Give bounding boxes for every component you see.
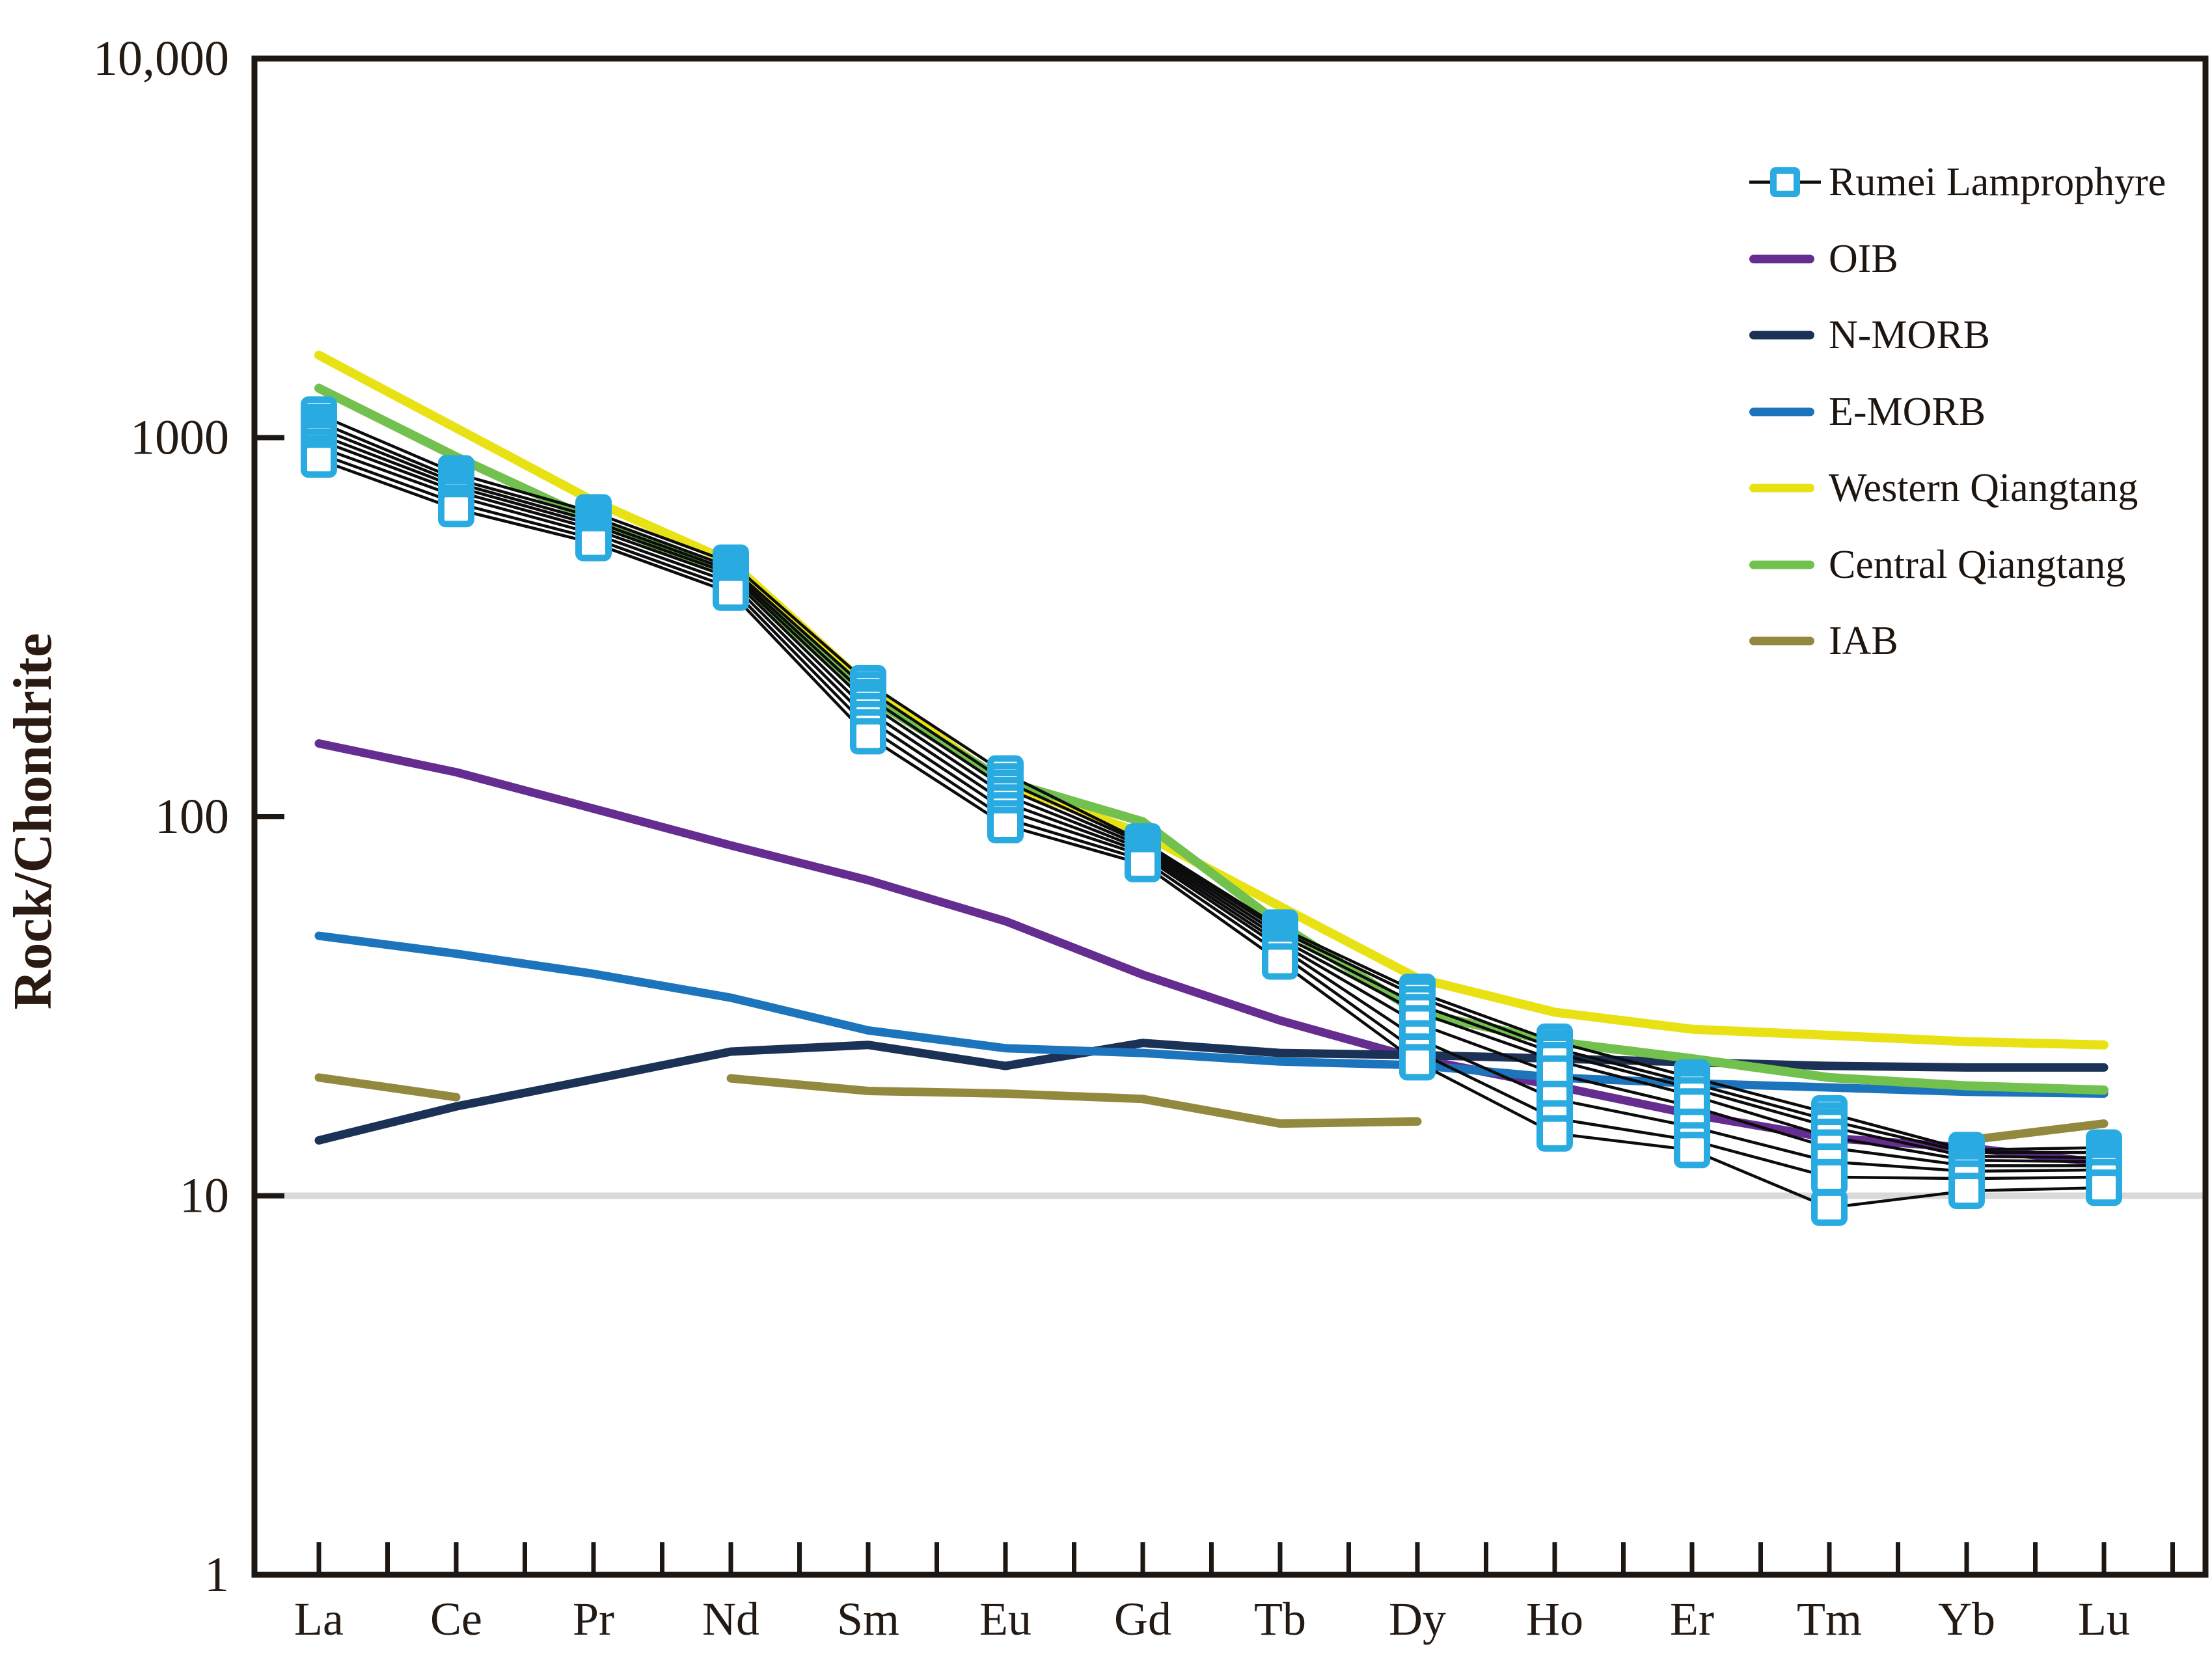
x-tick-label-La: La xyxy=(294,1593,344,1645)
sample-marker-Sm-s8 xyxy=(850,718,886,755)
x-tick-label-Nd: Nd xyxy=(702,1593,759,1645)
sample-marker-Ho-s8 xyxy=(1536,1115,1573,1152)
legend-item-iab: IAB xyxy=(1749,619,1898,663)
sample-marker-Eu-s8 xyxy=(987,806,1024,843)
sample-line-3 xyxy=(318,426,2105,1160)
x-tick-label-Er: Er xyxy=(1670,1593,1714,1645)
sample-marker-Pr-s8 xyxy=(575,524,612,562)
sample-line-2 xyxy=(318,420,2104,1154)
legend-item-central-qiangtang: Central Qiangtang xyxy=(1749,543,2125,587)
line-swatch-icon xyxy=(1749,619,1821,663)
legend-item-e-morb: E-MORB xyxy=(1749,390,1986,434)
y-axis-title: Rock/Chondrite xyxy=(3,633,63,1010)
y-tick-label-10000: 10,000 xyxy=(93,31,229,86)
x-tick-label-Ce: Ce xyxy=(430,1593,482,1645)
sample-marker-Tm-s7 xyxy=(1811,1158,1848,1195)
legend-item-n-morb: N-MORB xyxy=(1749,313,1990,357)
legend-label: OIB xyxy=(1829,236,1898,281)
sample-marker-Tb-s8 xyxy=(1262,943,1298,980)
x-tick-label-Tb: Tb xyxy=(1254,1593,1306,1645)
x-tick-label-Gd: Gd xyxy=(1114,1593,1171,1645)
series-line-oib xyxy=(314,739,2109,1167)
x-tick-label-Pr: Pr xyxy=(573,1593,614,1645)
x-tick-label-Dy: Dy xyxy=(1389,1593,1446,1645)
x-tick-label-Lu: Lu xyxy=(2078,1593,2130,1645)
legend-item-rumei-lamprophyre: Rumei Lamprophyre xyxy=(1749,160,2166,204)
legend-label: Rumei Lamprophyre xyxy=(1829,159,2166,204)
sample-line-7 xyxy=(318,452,2105,1180)
sample-marker-Tm-s8 xyxy=(1811,1189,1848,1226)
series-line-western-qiangtang xyxy=(314,350,2109,1050)
x-tick-label-Sm: Sm xyxy=(837,1593,899,1645)
line-swatch-icon xyxy=(1749,543,1821,587)
legend-item-western-qiangtang: Western Qiangtang xyxy=(1749,466,2138,510)
legend-label: Central Qiangtang xyxy=(1829,542,2126,587)
legend-label: Western Qiangtang xyxy=(1829,465,2138,510)
sample-line-4 xyxy=(318,433,2105,1164)
axis-text-layer: Rock/Chondrite 10,000 1000 100 10 1 La Ce Pr Nd S… xyxy=(3,31,2130,1645)
series-line-iab xyxy=(1962,1119,2109,1145)
x-tick-label-Ho: Ho xyxy=(1526,1593,1583,1645)
line-swatch-icon xyxy=(1749,390,1821,434)
line-swatch-icon xyxy=(1749,313,1821,357)
x-tick-label-Eu: Eu xyxy=(979,1593,1031,1645)
line-swatch-icon xyxy=(1749,237,1821,281)
axes-layer xyxy=(251,55,2209,1578)
sample-line-5 xyxy=(318,439,2104,1167)
y-tick-label-1000: 1000 xyxy=(130,411,229,465)
sample-marker-Dy-s8 xyxy=(1399,1044,1436,1081)
series-line-iab xyxy=(726,1074,1422,1128)
sample-marker-Nd-s8 xyxy=(713,574,749,611)
sample-marker-La-s8 xyxy=(301,441,337,478)
series-line-n-morb xyxy=(314,1039,2109,1145)
x-tick-label-Tm: Tm xyxy=(1797,1593,1862,1645)
sample-lines-layer xyxy=(318,413,2105,1210)
sample-marker-Er-s8 xyxy=(1674,1132,1710,1169)
sample-marker-Lu-s8 xyxy=(2086,1169,2122,1206)
y-tick-label-100: 100 xyxy=(155,789,229,844)
sample-line-square-swatch-icon xyxy=(1749,160,1821,204)
sample-marker-Gd-s8 xyxy=(1125,845,1161,882)
legend-item-oib: OIB xyxy=(1749,237,1898,281)
sample-line-8 xyxy=(318,458,2105,1210)
x-tick-label-Yb: Yb xyxy=(1938,1593,1995,1645)
line-swatch-icon xyxy=(1749,466,1821,510)
y-tick-label-1: 1 xyxy=(204,1547,229,1602)
series-line-iab xyxy=(314,1073,461,1102)
sample-line-1 xyxy=(318,413,2105,1152)
legend-label: IAB xyxy=(1829,618,1898,663)
series-line-e-morb xyxy=(314,931,2109,1098)
legend-label: N-MORB xyxy=(1829,312,1991,357)
sample-marker-Yb-s8 xyxy=(1948,1173,1985,1210)
sample-line-6 xyxy=(318,445,2105,1173)
plot-border xyxy=(251,55,2209,1578)
y-tick-label-10: 10 xyxy=(180,1169,229,1223)
sample-markers-layer xyxy=(301,396,2122,1226)
legend-label: E-MORB xyxy=(1829,389,1986,434)
sample-marker-Ce-s8 xyxy=(438,491,474,528)
